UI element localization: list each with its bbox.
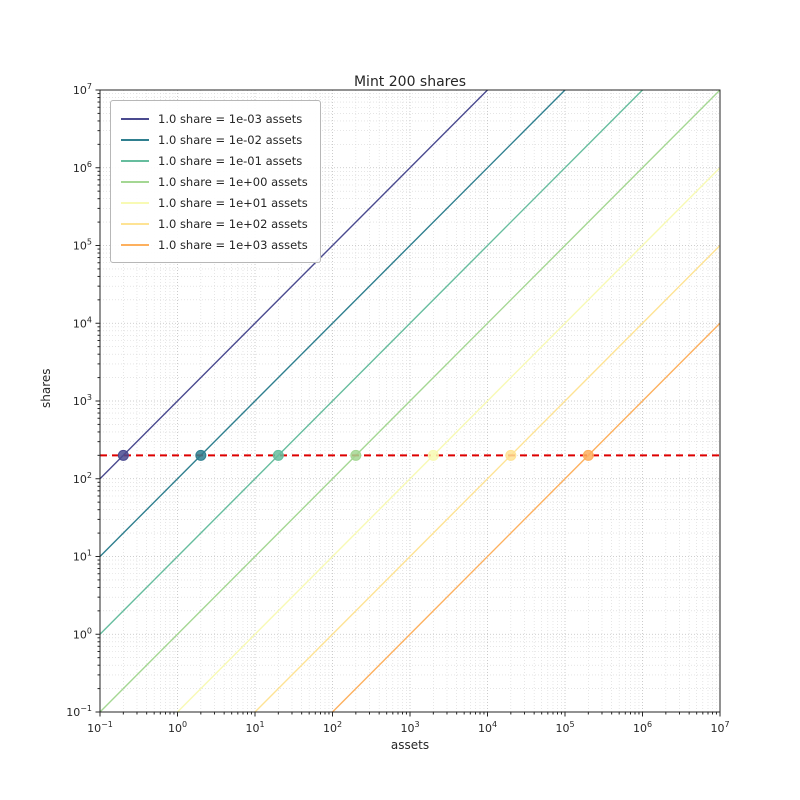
series-line-3 [100,90,720,712]
legend-label: 1.0 share = 1e+00 assets [158,174,308,189]
y-axis-label: shares [39,368,53,408]
svg-text:104: 104 [478,720,497,735]
legend-line-sample [121,159,149,162]
legend-label: 1.0 share = 1e-01 assets [158,153,303,168]
svg-text:10−1: 10−1 [87,720,113,735]
legend-line-sample [121,222,149,225]
legend-label: 1.0 share = 1e+02 assets [158,216,308,231]
legend-line-sample [121,243,149,246]
svg-text:105: 105 [555,720,574,735]
legend-item: 1.0 share = 1e+00 assets [121,171,308,192]
svg-text:100: 100 [73,626,92,641]
svg-text:107: 107 [73,82,92,97]
marker-3 [350,449,362,461]
legend-label: 1.0 share = 1e-02 assets [158,132,303,147]
legend-line-sample [121,117,149,120]
legend-item: 1.0 share = 1e+01 assets [121,192,308,213]
series-line-5 [254,245,720,712]
marker-5 [505,449,517,461]
series-line-2 [100,90,644,635]
chart-title: Mint 200 shares [353,74,467,90]
series-line-4 [176,167,720,712]
svg-text:105: 105 [73,238,92,253]
legend-item: 1.0 share = 1e-03 assets [121,108,308,129]
svg-text:101: 101 [73,549,92,564]
legend-label: 1.0 share = 1e+01 assets [158,195,308,210]
legend-line-sample [121,180,149,183]
legend-label: 1.0 share = 1e-03 assets [158,111,303,126]
svg-text:100: 100 [168,720,187,735]
legend: 1.0 share = 1e-03 assets 1.0 share = 1e-0… [110,100,321,263]
x-axis-label: assets [390,738,430,752]
series-line-6 [331,322,720,712]
legend-item: 1.0 share = 1e+02 assets [121,213,308,234]
axis-ticks [95,89,721,717]
svg-text:106: 106 [633,720,652,735]
marker-1 [195,449,207,461]
svg-text:103: 103 [73,393,92,408]
svg-text:102: 102 [323,720,342,735]
marker-0 [117,449,129,461]
legend-line-sample [121,201,149,204]
svg-text:103: 103 [400,720,419,735]
svg-text:102: 102 [73,471,92,486]
tick-labels: 10−110−1 100 100 101 101 102 102 103 103 104 104 10… [66,82,729,735]
marker-6 [582,449,594,461]
legend-line-sample [121,138,149,141]
svg-text:106: 106 [73,160,92,175]
series-line-0 [100,90,489,480]
legend-item: 1.0 share = 1e+03 assets [121,234,308,255]
svg-text:101: 101 [245,720,264,735]
marker-2 [272,449,284,461]
legend-item: 1.0 share = 1e-01 assets [121,150,308,171]
intersection-markers [117,449,594,461]
marker-4 [427,449,439,461]
svg-text:104: 104 [73,315,92,330]
legend-label: 1.0 share = 1e+03 assets [158,237,308,252]
legend-item: 1.0 share = 1e-02 assets [121,129,308,150]
svg-text:10−1: 10−1 [66,704,92,719]
svg-text:107: 107 [710,720,729,735]
